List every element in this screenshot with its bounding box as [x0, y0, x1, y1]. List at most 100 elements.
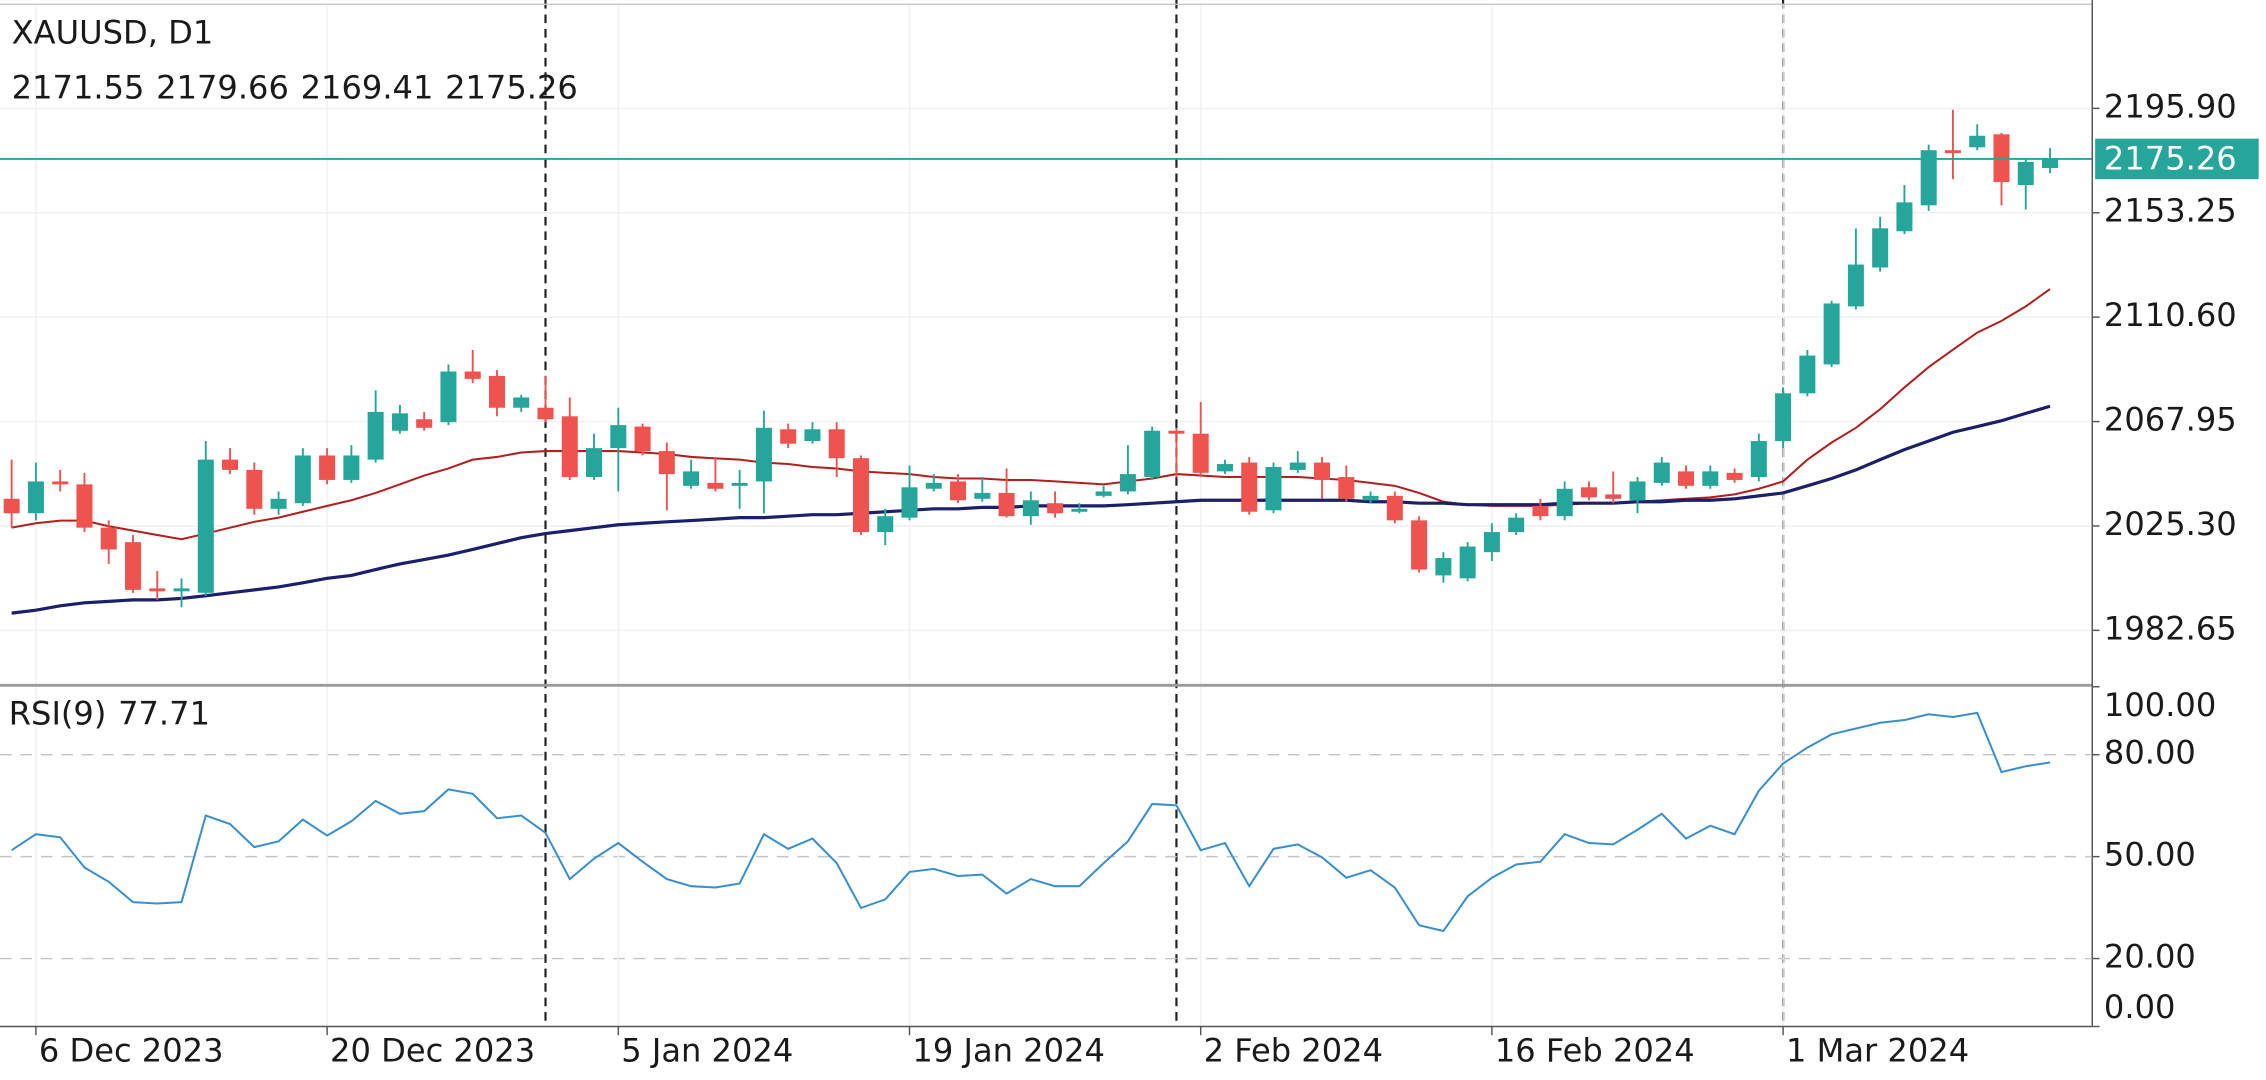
candle-body: [1168, 430, 1185, 434]
candle-body: [1071, 508, 1088, 512]
x-tick-label: 19 Jan 2024: [912, 1032, 1105, 1070]
candle-body: [1459, 546, 1476, 579]
open-value: 2171.55: [12, 69, 145, 107]
candle-body: [586, 448, 603, 478]
candle-body: [901, 487, 918, 518]
y-tick-label: 2195.90: [2104, 87, 2237, 125]
candle-body: [1216, 464, 1233, 472]
candle-body: [1580, 487, 1597, 498]
candle-body: [1265, 466, 1282, 511]
candle-body: [1920, 150, 1937, 206]
candle-body: [124, 542, 141, 590]
moving-average-line: [11, 288, 2051, 541]
candle-body: [828, 429, 845, 459]
candle-body: [27, 481, 44, 514]
candle-body: [998, 492, 1015, 517]
candle-body: [464, 371, 481, 379]
y-tick-label: 50.00: [2104, 836, 2196, 874]
candle-body: [755, 427, 772, 482]
candle-body: [294, 455, 311, 504]
candle-body: [1775, 393, 1792, 442]
y-tick-label: 1982.65: [2104, 609, 2237, 647]
last-price-box: [2095, 138, 2259, 180]
candle-body: [1362, 495, 1379, 501]
candle-body: [1750, 441, 1767, 478]
candle-body: [731, 482, 748, 486]
candle-body: [1047, 503, 1064, 514]
candle-body: [270, 498, 287, 509]
candle-body: [76, 484, 93, 528]
high-value: 2179.66: [156, 69, 289, 107]
candle-body: [1702, 471, 1719, 486]
candle-body: [852, 458, 869, 533]
y-tick-label: 2067.95: [2104, 401, 2237, 439]
candle-body: [1144, 430, 1161, 478]
candle-body: [100, 527, 117, 550]
marks: [0, 109, 2093, 933]
candle-body: [197, 459, 214, 593]
last-price-label: 2175.26: [2104, 139, 2237, 177]
candle-body: [1556, 488, 1573, 517]
candle-body: [925, 482, 942, 489]
candle-body: [1314, 462, 1331, 480]
candle-body: [319, 455, 336, 480]
candle-body: [440, 371, 457, 423]
candle-body: [1095, 491, 1112, 496]
candle-body: [513, 397, 530, 408]
labels: XAUUSD, D1 2171.55 2179.66 2169.41 2175.26 …: [9, 14, 2259, 1070]
candle-body: [1726, 472, 1743, 480]
candle-body: [537, 407, 554, 420]
y-tick-label: 2110.60: [2104, 296, 2237, 334]
candle-body: [246, 469, 263, 509]
candle-body: [222, 459, 239, 470]
x-tick-label: 1 Mar 2024: [1786, 1032, 1969, 1070]
candle-body: [1896, 202, 1913, 232]
close-value: 2175.26: [445, 69, 578, 107]
candle-body: [1605, 494, 1622, 499]
candle-body: [974, 492, 991, 499]
candle-body: [2017, 161, 2034, 185]
candle-body: [1022, 500, 1039, 517]
candle-body: [1386, 495, 1403, 521]
indicator-name: RSI(9): [9, 695, 107, 733]
candle-body: [488, 375, 505, 408]
x-tick-label: 6 Dec 2023: [39, 1032, 224, 1070]
candle-body: [1872, 228, 1889, 268]
frame: [0, 0, 2093, 1028]
y-tick-label: 2153.25: [2104, 192, 2237, 230]
y-tick-label: 80.00: [2104, 734, 2196, 772]
candle-body: [1483, 532, 1500, 553]
x-tick-label: 2 Feb 2024: [1204, 1032, 1383, 1070]
candle-body: [1532, 505, 1549, 517]
candle-body: [634, 426, 651, 452]
y-tick-label: 20.00: [2104, 938, 2196, 976]
candle-body: [1435, 558, 1452, 576]
candle-body: [683, 471, 700, 486]
candle-body: [52, 481, 69, 485]
ohlc-readout: 2171.55 2179.66 2169.41 2175.26: [12, 69, 578, 107]
candle-body: [1289, 462, 1306, 470]
candle-body: [149, 588, 166, 592]
candle-body: [1653, 462, 1670, 483]
indicator-value: 77.71: [118, 695, 210, 733]
candle-body: [1338, 477, 1355, 499]
candle-body: [1799, 355, 1816, 394]
candle-body: [1969, 135, 1986, 148]
candle-body: [343, 455, 360, 480]
candle-body: [804, 429, 821, 442]
candle-body: [1241, 462, 1258, 512]
grid: [0, 0, 2100, 1036]
y-tick-label: 0.00: [2104, 988, 2176, 1026]
candle-body: [1411, 520, 1428, 570]
candle-body: [1629, 481, 1646, 501]
candle-body: [416, 419, 433, 428]
x-tick-label: 16 Feb 2024: [1495, 1032, 1695, 1070]
y-tick-label: 100.00: [2104, 686, 2216, 724]
candle-body: [950, 481, 967, 501]
candle-body: [1944, 150, 1961, 154]
candle-body: [707, 482, 724, 489]
candle-body: [610, 425, 627, 449]
candle-body: [1119, 474, 1136, 492]
candle-body: [3, 498, 20, 514]
